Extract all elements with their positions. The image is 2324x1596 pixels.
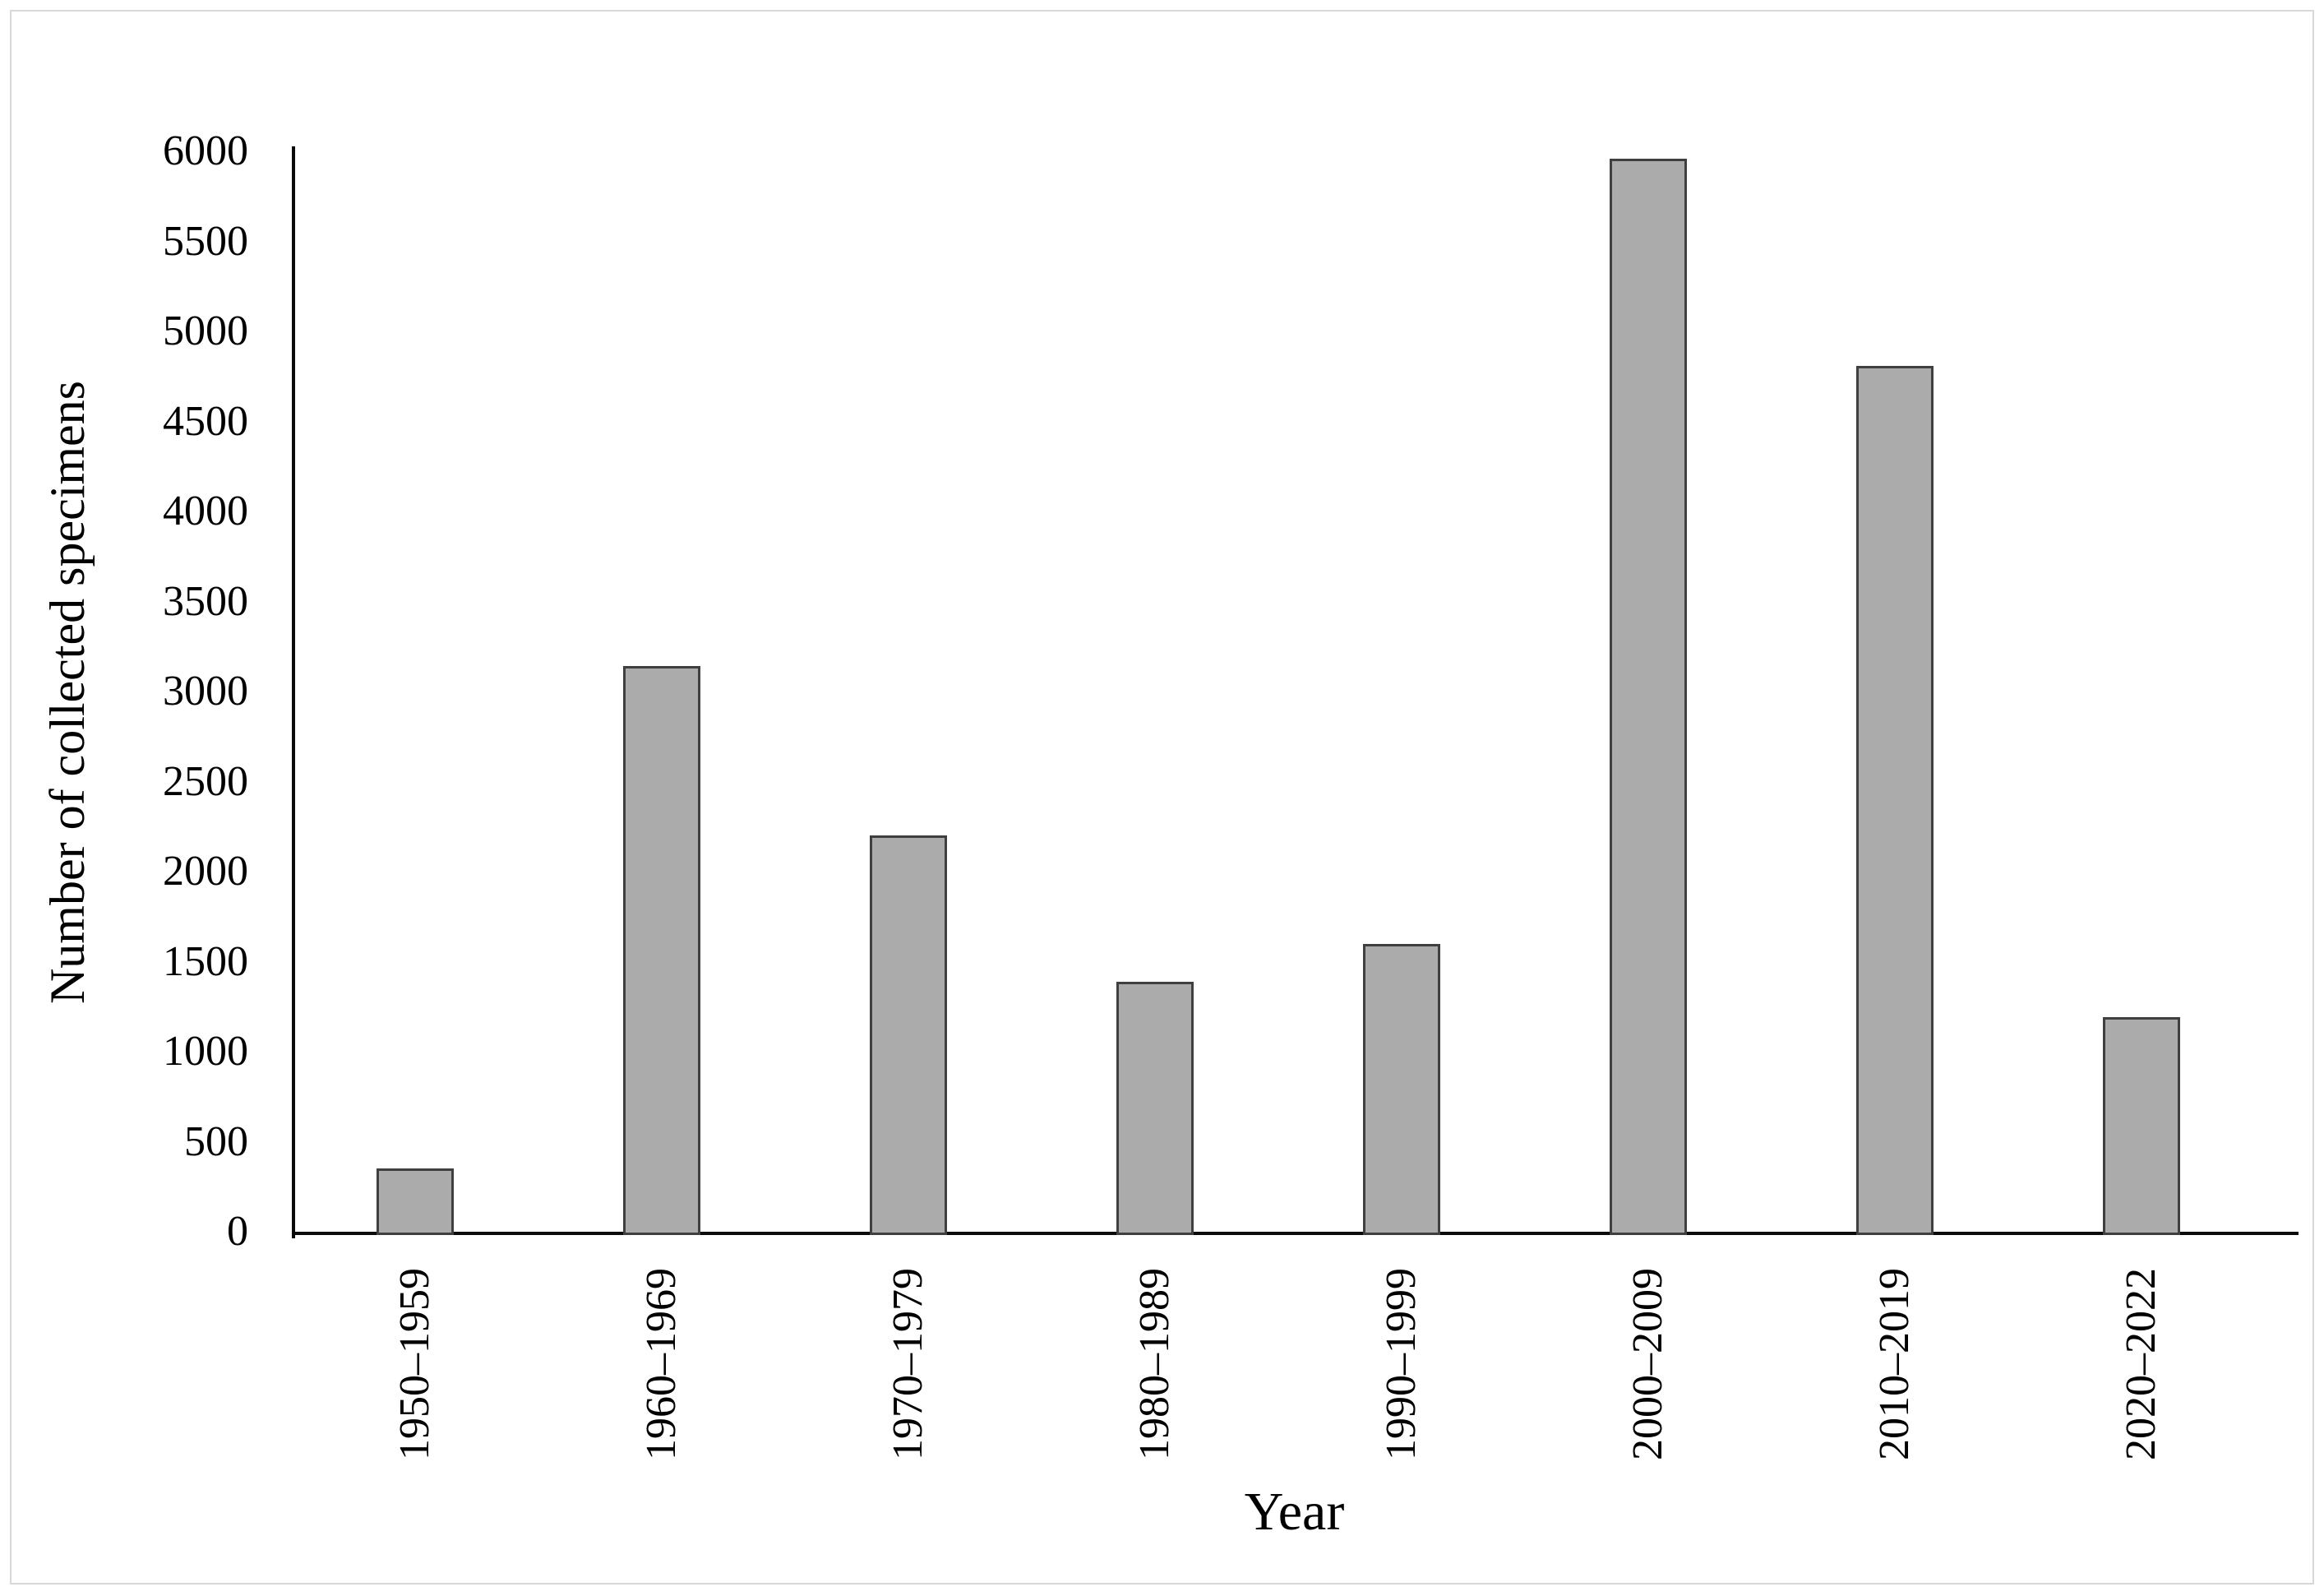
x-tick-label-1950–1959: 1950–1959 <box>391 1268 438 1460</box>
bar-2010–2019 <box>1856 365 1934 1235</box>
bar-1970–1979 <box>870 835 947 1235</box>
y-tick-label-3000: 3000 <box>163 668 248 715</box>
x-tick-label-1970–1979: 1970–1979 <box>885 1268 931 1460</box>
bar-1990–1999 <box>1363 943 1440 1235</box>
y-tick-label-5500: 5500 <box>163 217 248 265</box>
y-tick-label-0: 0 <box>227 1208 248 1255</box>
x-tick-label-1980–1989: 1980–1989 <box>1131 1268 1178 1460</box>
y-axis-line <box>292 146 295 1238</box>
y-tick-label-2000: 2000 <box>163 848 248 895</box>
y-tick-label-4500: 4500 <box>163 397 248 445</box>
x-tick-label-2020–2022: 2020–2022 <box>2118 1268 2165 1460</box>
bar-1960–1969 <box>623 666 700 1235</box>
y-tick-label-4000: 4000 <box>163 488 248 534</box>
bar-2000–2009 <box>1610 158 1687 1235</box>
y-tick-label-1500: 1500 <box>163 937 248 985</box>
bar-2020–2022 <box>2103 1017 2180 1235</box>
x-tick-label-1990–1999: 1990–1999 <box>1378 1268 1425 1460</box>
y-tick-label-500: 500 <box>184 1117 248 1165</box>
bar-1980–1989 <box>1116 981 1194 1235</box>
y-tick-label-5000: 5000 <box>163 308 248 354</box>
x-axis-line <box>292 1232 2299 1235</box>
y-tick-label-2500: 2500 <box>163 757 248 805</box>
y-tick-label-3500: 3500 <box>163 577 248 625</box>
y-tick-label-1000: 1000 <box>163 1028 248 1075</box>
x-tick-label-1960–1969: 1960–1969 <box>638 1268 685 1460</box>
x-tick-label-2010–2019: 2010–2019 <box>1871 1268 1918 1460</box>
y-tick-label-6000: 6000 <box>163 127 248 174</box>
bar-1950–1959 <box>377 1168 454 1235</box>
x-axis-title: Year <box>1244 1482 1345 1542</box>
x-tick-label-2000–2009: 2000–2009 <box>1624 1268 1671 1460</box>
